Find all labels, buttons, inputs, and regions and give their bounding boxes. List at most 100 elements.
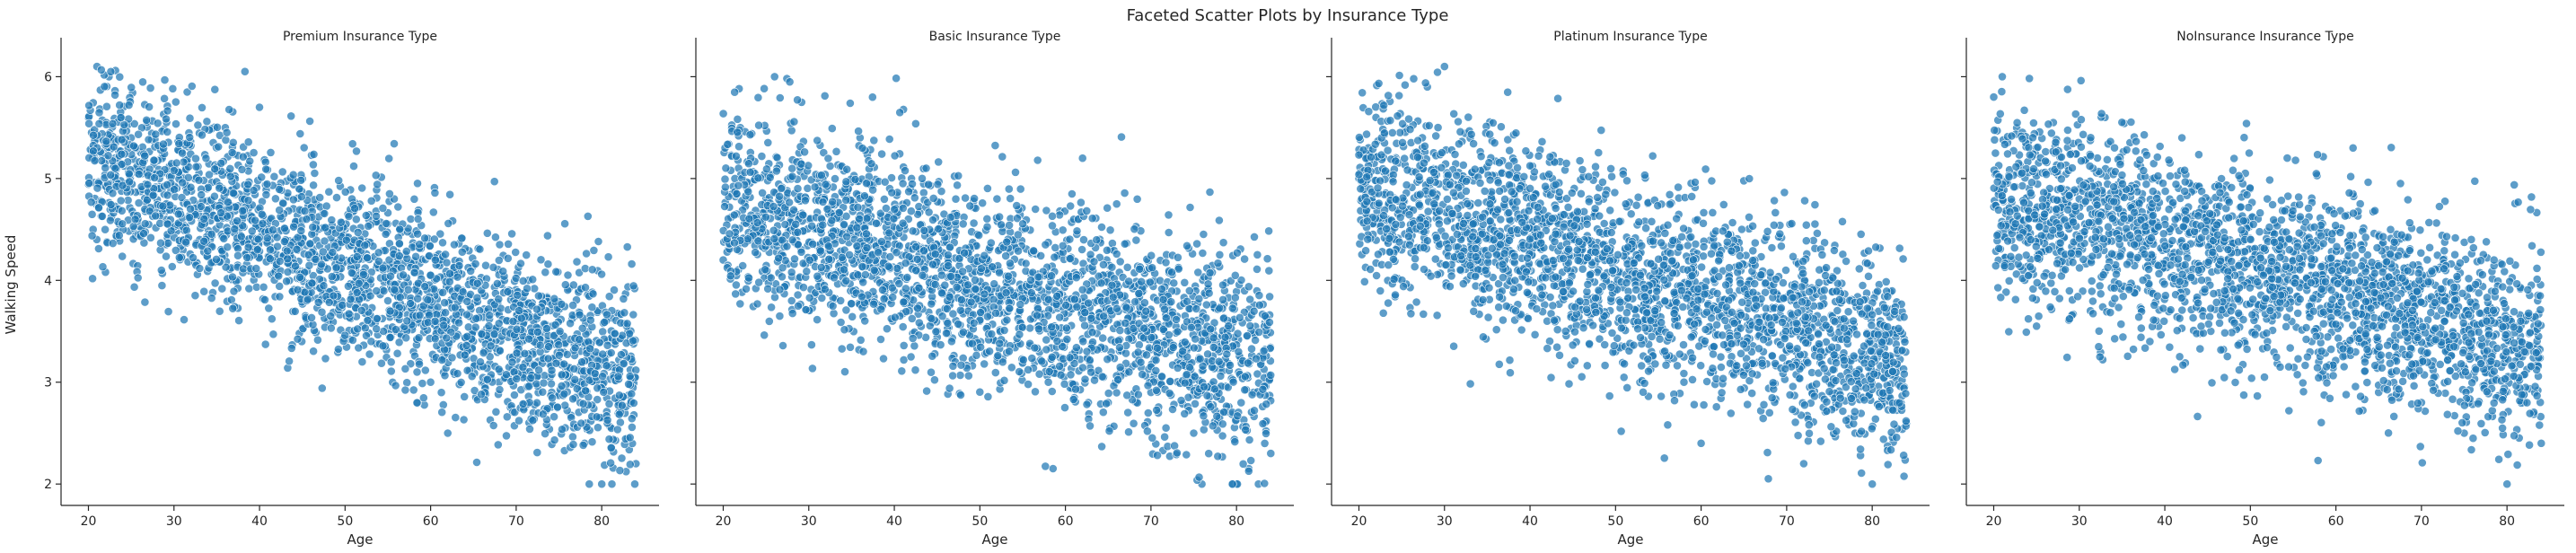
scatter-point: [1055, 210, 1064, 220]
scatter-point: [447, 353, 457, 363]
scatter-point: [462, 310, 471, 320]
scatter-point: [163, 106, 172, 116]
scatter-point: [602, 310, 611, 320]
scatter-point: [1173, 363, 1182, 373]
scatter-point: [897, 366, 907, 376]
scatter-point: [987, 329, 997, 338]
scatter-point: [945, 242, 954, 252]
scatter-point: [560, 219, 569, 229]
scatter-point: [1168, 343, 1178, 352]
scatter-point: [763, 137, 773, 147]
scatter-point: [543, 231, 552, 241]
scatter-point: [1194, 472, 1204, 482]
scatter-point: [1026, 288, 1036, 298]
scatter-points: [84, 62, 641, 489]
scatter-point: [195, 264, 205, 273]
scatter-point: [227, 147, 237, 157]
scatter-point: [283, 254, 293, 264]
scatter-point: [604, 434, 614, 444]
scatter-point: [186, 182, 196, 192]
scatter-point: [1236, 398, 1246, 408]
scatter-point: [617, 400, 627, 410]
scatter-point: [752, 299, 762, 309]
scatter-point: [1097, 223, 1106, 232]
scatter-point: [285, 356, 294, 366]
scatter-point: [971, 350, 981, 360]
scatter-point: [1151, 365, 1161, 375]
scatter-point: [140, 219, 150, 229]
scatter-point: [428, 207, 438, 217]
scatter-point: [1216, 371, 1226, 381]
scatter-point: [777, 183, 787, 193]
scatter-point: [1185, 203, 1195, 212]
scatter-point: [1086, 421, 1095, 431]
scatter-point: [908, 226, 918, 236]
scatter-point: [142, 115, 152, 125]
scatter-point: [594, 338, 604, 347]
scatter-point: [570, 374, 580, 384]
scatter-point: [990, 141, 1000, 150]
scatter-point: [1162, 313, 1171, 323]
scatter-point: [860, 191, 869, 201]
scatter-point: [240, 66, 250, 76]
scatter-point: [502, 431, 511, 441]
scatter-point: [757, 152, 767, 161]
scatter-point: [572, 257, 582, 267]
scatter-point: [840, 367, 849, 376]
scatter-point: [1238, 459, 1248, 469]
scatter-point: [1218, 280, 1227, 290]
scatter-point: [547, 365, 557, 375]
scatter-point: [96, 65, 106, 75]
scatter-point: [869, 136, 879, 145]
scatter-point: [510, 391, 519, 399]
scatter-point: [785, 198, 794, 207]
scatter-point: [908, 333, 918, 343]
scatter-point: [919, 225, 929, 235]
scatter-point: [928, 193, 938, 203]
scatter-point: [841, 177, 851, 187]
scatter-point: [1007, 363, 1016, 373]
scatter-point: [361, 211, 371, 220]
scatter-point: [936, 340, 945, 349]
scatter-point: [470, 322, 480, 332]
scatter-point: [437, 408, 447, 417]
scatter-point: [800, 147, 809, 157]
scatter-point: [286, 343, 296, 353]
scatter-point: [930, 279, 940, 289]
x-tick-label: 40: [251, 514, 268, 529]
scatter-point: [541, 429, 549, 438]
scatter-point: [534, 365, 543, 375]
scatter-point: [1004, 271, 1013, 281]
scatter-point: [216, 208, 225, 217]
scatter-point: [774, 253, 784, 263]
scatter-point: [532, 398, 541, 408]
scatter-point: [734, 142, 743, 152]
scatter-point: [332, 193, 341, 202]
scatter-point: [516, 259, 525, 268]
scatter-point: [292, 244, 302, 254]
scatter-point: [1205, 268, 1215, 277]
scatter-point: [787, 268, 796, 277]
scatter-point: [326, 312, 336, 320]
scatter-point: [1136, 357, 1146, 367]
scatter-point: [956, 360, 966, 370]
scatter-point: [1002, 237, 1012, 247]
scatter-point: [454, 261, 464, 270]
scatter-point: [1065, 234, 1075, 244]
scatter-point: [1218, 419, 1227, 429]
scatter-point: [925, 320, 935, 330]
scatter-point: [532, 448, 542, 457]
scatter-point: [553, 402, 562, 412]
scatter-point: [163, 127, 172, 136]
scatter-point: [1172, 315, 1181, 324]
scatter-point: [785, 77, 795, 87]
scatter-point: [1055, 312, 1065, 322]
y-tick-label: 4: [44, 274, 52, 288]
scatter-point: [143, 180, 153, 189]
scatter-point: [892, 263, 902, 273]
scatter-point: [302, 215, 312, 224]
scatter-point: [882, 204, 891, 213]
scatter-point: [1218, 238, 1228, 248]
scatter-point: [406, 299, 415, 308]
